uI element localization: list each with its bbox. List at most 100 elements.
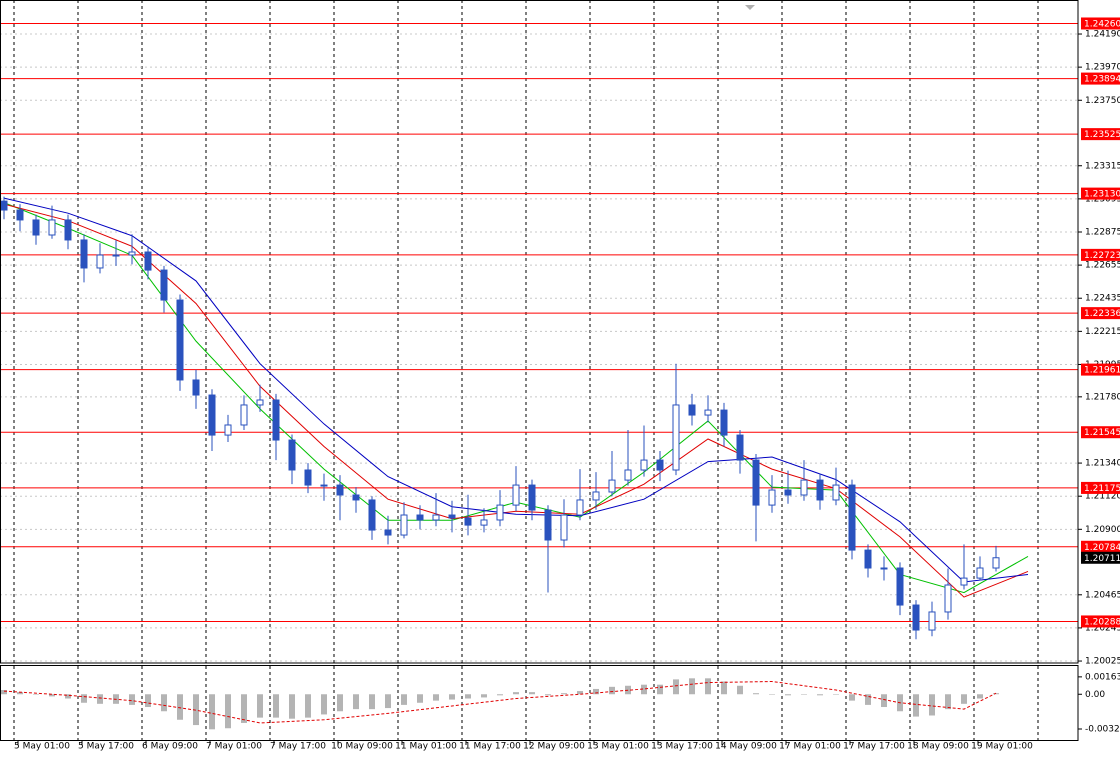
- macd-bar: [1, 690, 7, 695]
- level-label-box: [1081, 248, 1120, 261]
- macd-bar: [193, 694, 199, 726]
- level-label-box: [1081, 426, 1120, 439]
- candle-body: [720, 409, 728, 436]
- candle-body: [656, 459, 664, 471]
- candle-body: [64, 219, 72, 241]
- macd-bar: [305, 694, 311, 718]
- candle-body: [912, 604, 920, 631]
- candle-body: [128, 251, 136, 256]
- candle-body: [32, 219, 40, 236]
- macd-bar: [769, 694, 775, 695]
- y-tick-label: 1.20025: [1085, 657, 1120, 667]
- level-label-box: [1081, 187, 1120, 200]
- candle-body: [816, 479, 824, 501]
- macd-bar: [257, 694, 263, 718]
- y-tick-label: 1.22435: [1085, 294, 1120, 304]
- macd-bar: [609, 686, 615, 695]
- macd-bar: [369, 694, 375, 710]
- candle-body: [976, 567, 984, 579]
- macd-bar: [561, 693, 567, 695]
- candle-body: [160, 269, 168, 301]
- macd-bar: [737, 685, 743, 695]
- level-label-box: [1081, 128, 1120, 141]
- x-tick-label: 10 May 09:00: [331, 742, 393, 752]
- y-tick-label: 1.22875: [1085, 227, 1120, 237]
- candle-body: [240, 404, 248, 426]
- candle-body: [96, 254, 104, 269]
- macd-bar: [497, 694, 503, 696]
- macd-bar: [673, 679, 679, 695]
- macd-bar: [353, 694, 359, 710]
- candle-body: [576, 499, 584, 516]
- candle-body: [112, 254, 120, 257]
- macd-bar: [417, 694, 423, 703]
- candle-body: [864, 549, 872, 569]
- level-label-box: [1081, 17, 1120, 30]
- macd-y-tick-label: -0.00327: [1085, 724, 1120, 734]
- x-tick-label: 7 May 17:00: [270, 742, 326, 752]
- level-label: 1.23894: [1084, 75, 1120, 85]
- candle-body: [592, 491, 600, 501]
- candle-body: [176, 299, 184, 381]
- candle-body: [464, 517, 472, 526]
- macd-bar: [17, 692, 23, 695]
- candle-body: [800, 479, 808, 496]
- x-tick-label: 18 May 09:00: [907, 742, 969, 752]
- macd-bar: [513, 692, 519, 695]
- candle-body: [320, 484, 328, 487]
- y-tick-label: 1.23970: [1085, 63, 1120, 73]
- macd-frame: [0, 665, 1079, 741]
- macd-y-tick-label: 0.00: [1085, 690, 1105, 700]
- x-tick-label: 7 May 01:00: [206, 742, 262, 752]
- x-tick-label: 11 May 01:00: [395, 742, 457, 752]
- x-tick-label: 11 May 17:00: [459, 742, 521, 752]
- level-label: 1.24260: [1084, 19, 1120, 29]
- macd-bar: [337, 694, 343, 712]
- macd-bar: [593, 688, 599, 695]
- candle-body: [640, 459, 648, 471]
- macd-bar: [401, 694, 407, 705]
- level-label: 1.22336: [1084, 309, 1120, 319]
- macd-bar: [945, 694, 951, 710]
- level-label-box: [1081, 307, 1120, 320]
- candle-body: [352, 494, 360, 501]
- macd-bar: [449, 694, 455, 700]
- candle-body: [544, 509, 552, 541]
- macd-bar: [881, 694, 887, 708]
- candle-body: [688, 404, 696, 416]
- candle-body: [80, 239, 88, 269]
- macd-bar: [225, 694, 231, 729]
- candle-body: [496, 504, 504, 521]
- macd-bar: [913, 694, 919, 717]
- level-label-box: [1081, 363, 1120, 376]
- candle-body: [928, 611, 936, 631]
- x-tick-label: 5 May 17:00: [78, 742, 134, 752]
- macd-bar: [481, 694, 487, 698]
- candle-body: [528, 484, 536, 511]
- level-label: 1.20784: [1084, 543, 1120, 553]
- candle-body: [272, 399, 280, 441]
- current-price-label: 1.20711: [1084, 554, 1120, 564]
- macd-bar: [705, 678, 711, 695]
- macd-bar: [49, 694, 55, 697]
- macd-bar: [545, 694, 551, 696]
- candle-body: [208, 394, 216, 436]
- current-price-box: [1081, 551, 1120, 564]
- candle-body: [416, 514, 424, 521]
- candle-body: [224, 424, 232, 436]
- macd-bar: [81, 694, 87, 703]
- candle-body: [736, 434, 744, 461]
- macd-bar: [817, 694, 823, 696]
- main-frame: [0, 0, 1079, 664]
- candle-body: [288, 439, 296, 471]
- macd-bar: [145, 694, 151, 708]
- macd-bar: [961, 694, 967, 704]
- level-label: 1.21175: [1084, 484, 1120, 494]
- candle-body: [896, 567, 904, 606]
- candle-body: [384, 529, 392, 536]
- macd-signal: [3, 681, 997, 724]
- macd-bar: [289, 694, 295, 719]
- candle-body: [400, 514, 408, 536]
- level-label: 1.23130: [1084, 190, 1120, 200]
